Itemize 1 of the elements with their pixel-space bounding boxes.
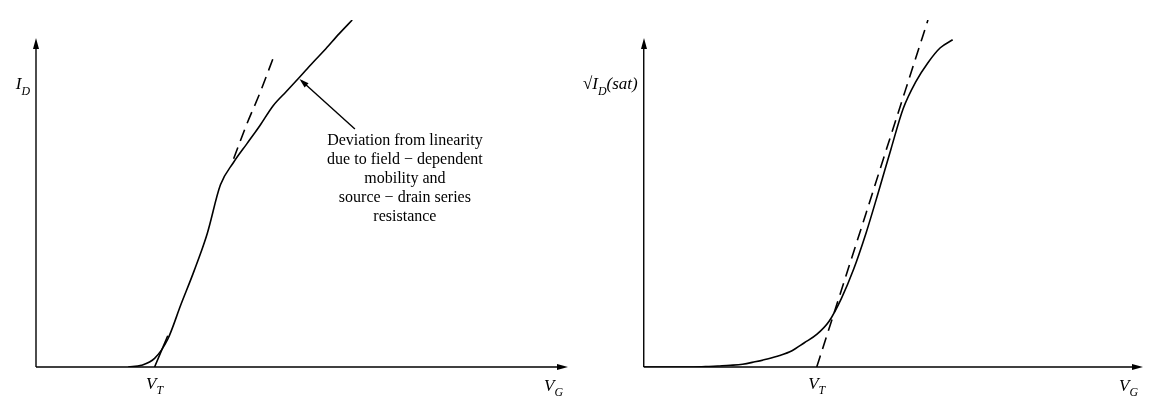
annotation: Deviation from linearity due to field − dependent mobility and source − drain series resistance [327,130,484,224]
